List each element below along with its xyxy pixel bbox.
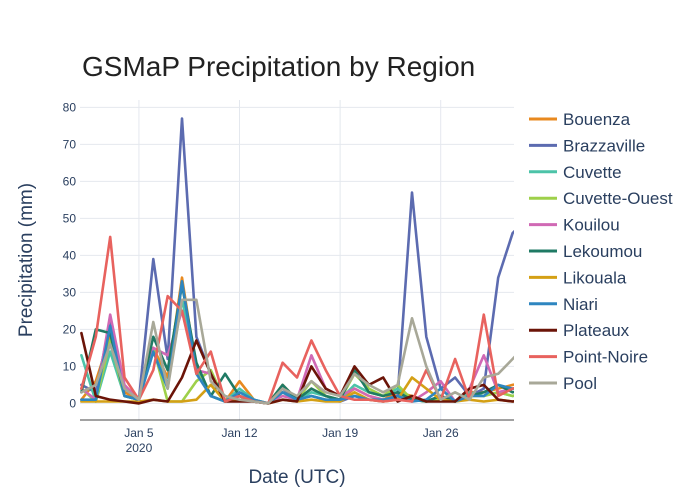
legend-label: Plateaux (563, 321, 630, 340)
series-layer (80, 117, 514, 405)
x-tick-label: Jan 5 (124, 426, 154, 440)
legend-label: Point-Noire (563, 348, 648, 367)
y-tick-label: 40 (63, 248, 77, 262)
y-tick-label: 10 (63, 359, 77, 373)
series-line-plateaux (80, 331, 514, 405)
x-tick-label: Jan 12 (222, 426, 258, 440)
y-tick-labels: 0 10 20 30 40 50 60 70 80 (63, 100, 77, 410)
series-line-point-noire (80, 235, 514, 405)
x-tick-label: Jan 19 (322, 426, 358, 440)
legend-label: Cuvette (563, 163, 622, 182)
chart-title: GSMaP Precipitation by Region (82, 51, 475, 82)
y-tick-label: 50 (63, 211, 77, 225)
x-axis-title: Date (UTC) (248, 467, 345, 488)
legend-label: Niari (563, 295, 598, 314)
y-axis-title: Precipitation (mm) (16, 183, 37, 337)
series-line-pool (80, 298, 514, 405)
legend-label: Brazzaville (563, 136, 645, 155)
y-tick-label: 70 (63, 137, 77, 151)
y-tick-label: 0 (69, 396, 76, 410)
legend-label: Pool (563, 374, 597, 393)
y-tick-label: 80 (63, 100, 77, 114)
y-tick-label: 20 (63, 322, 77, 336)
y-tick-label: 30 (63, 285, 77, 299)
y-tick-label: 60 (63, 174, 77, 188)
x-tick-label: Jan 26 (423, 426, 459, 440)
legend-label: Cuvette-Ouest (563, 189, 673, 208)
legend-label: Likouala (563, 268, 627, 287)
x-tick-year-label: 2020 (126, 441, 153, 455)
legend-label: Kouilou (563, 216, 620, 235)
legend-label: Bouenza (563, 110, 631, 129)
legend-label: Lekoumou (563, 242, 642, 261)
legend: Bouenza Brazzaville Cuvette Cuvette-Ouest Ko… (529, 110, 673, 393)
